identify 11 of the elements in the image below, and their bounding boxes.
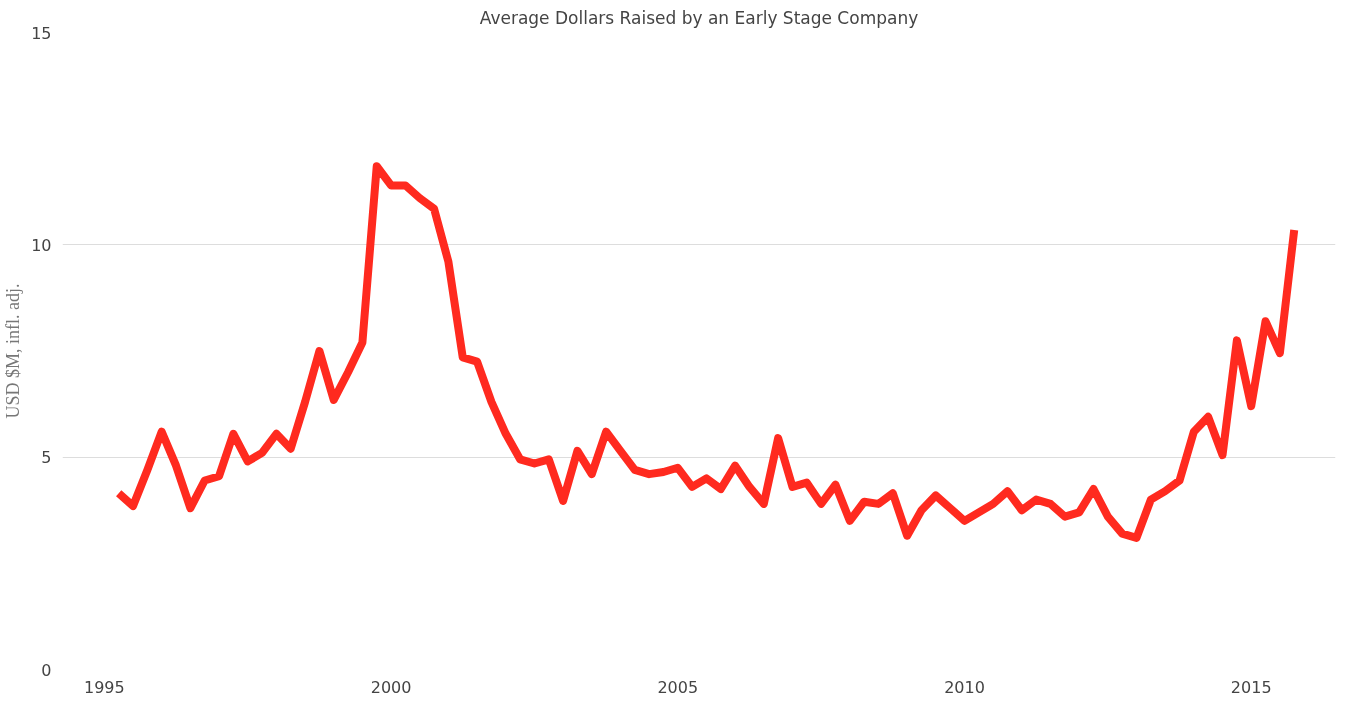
y-tick-label: 5: [41, 448, 52, 468]
y-tick-label: 15: [31, 23, 52, 43]
x-tick-label: 2000: [370, 677, 412, 697]
x-tick-label: 2015: [1230, 677, 1272, 697]
y-tick-label: 10: [31, 235, 52, 255]
x-tick-label: 1995: [84, 677, 125, 697]
x-tick-label: 2005: [657, 677, 699, 697]
x-tick-label: 2010: [944, 677, 985, 697]
chart-title: Average Dollars Raised by an Early Stage Company: [479, 7, 919, 28]
y-axis-title: USD $M, infl. adj.: [3, 283, 24, 419]
y-tick-label: 0: [41, 660, 52, 680]
